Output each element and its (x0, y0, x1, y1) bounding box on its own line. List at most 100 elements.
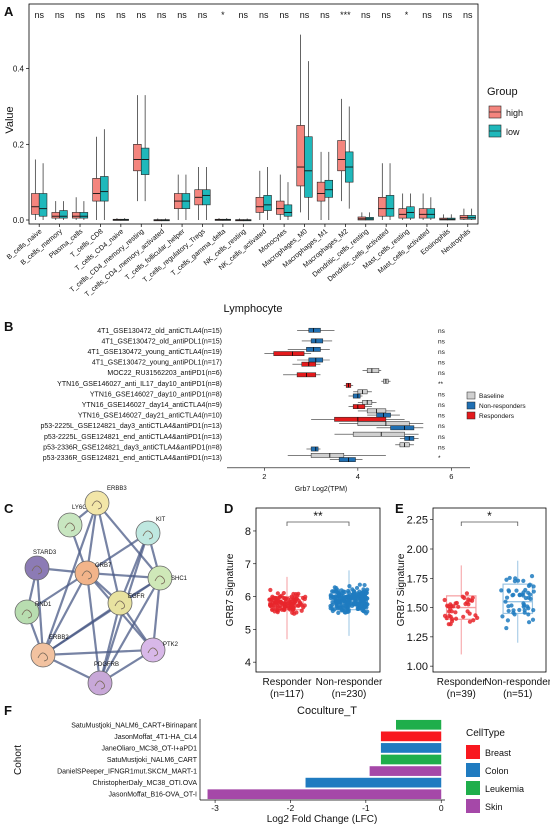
panel-a-box (324, 179, 333, 198)
panel-b-sig-label: ns (438, 338, 446, 345)
panel-b-box (366, 368, 380, 373)
panel-a-sig-label: ns (443, 10, 453, 20)
panel-d-point (363, 611, 369, 616)
panel-c-edge (42, 648, 154, 657)
panel-d-point (282, 607, 287, 613)
panel-d-point (286, 606, 292, 611)
panel-e-y-tick-label: 1.00 (407, 661, 428, 673)
panel-e-point (505, 618, 510, 623)
panel-a-sig-label: ns (320, 10, 330, 20)
panel-e-point (444, 616, 449, 621)
panel-a-significance: ns ns ns ns ns ns ns ns ns * ns ns ns ns ns *** ns ns * ns n… (34, 10, 473, 20)
panel-d-point (354, 585, 360, 591)
panel-e-point (460, 594, 465, 599)
panel-d-point (361, 592, 366, 597)
panel-e-point (442, 597, 447, 603)
panel-f-legend-swatch (466, 745, 480, 759)
panel-a-x-ticks: B_cells_naiveB_cells_memoryPlasma_cellsT… (6, 224, 472, 299)
panel-b-sig-label: ns (438, 413, 446, 420)
panel-a-legend-label: high (506, 108, 523, 118)
panel-d-y-tick-label: 4 (245, 657, 251, 669)
panel-b-row-label: YTN16_GSE146027_day10_antiPD1(n=8) (90, 391, 222, 398)
panel-c-node-structure-icon (31, 565, 42, 575)
panel-e-group-n: (n=39) (447, 689, 476, 700)
panel-a-y-tick-label: 0.4 (13, 65, 25, 74)
panel-a-box (283, 204, 293, 217)
panel-c-edge (95, 502, 122, 604)
panel-e-point (526, 620, 532, 625)
panel-b-box (352, 393, 361, 399)
panel-b: B 4T1_GSE130472_old_antiCTLA4(n=15) ns4T1… (4, 319, 526, 493)
panel-e-ylabel: GRB7 Signature (396, 553, 407, 626)
panel-d-point (361, 608, 366, 614)
panel-c-node-label: ERBB3 (107, 486, 127, 492)
panel-e-group-n: (n=51) (503, 689, 532, 700)
panel-b-row-label: MOC22_RU31562203_antiPD1(n=6) (107, 370, 222, 377)
panel-f-bar-label: JasonMoffat_B16-OVA_OT-I (109, 792, 198, 799)
panel-d-point (346, 588, 351, 594)
panel-a-sig-label: ns (75, 10, 85, 20)
panel-a-box (385, 195, 395, 217)
panel-d-y-tick-label: 8 (245, 526, 251, 538)
panel-b-legend-swatch (466, 411, 476, 420)
panel-e-y-tick-label: 1.50 (407, 603, 428, 615)
panel-c-node (107, 590, 133, 616)
panel-e-point (517, 593, 522, 598)
panel-d-point (364, 590, 369, 596)
panel-f-bar-label: SatuMustjoki_NALM6_CART (107, 757, 198, 764)
panel-e-point (464, 591, 470, 596)
panel-a-legend: high low (488, 105, 523, 138)
panel-b-row-label: 4T1_GSE130472_old_antiPDL1(n=15) (102, 338, 222, 345)
panel-d-y-tick-label: 6 (245, 592, 251, 604)
panel-d-point (351, 588, 356, 594)
panel-c-node-label: PDGFRB (94, 662, 119, 668)
panel-b-row-label: 4T1_GSE130472_young_antiCTLA4(n=19) (88, 349, 222, 356)
panel-b-row-label: p53-2336R_GSE124821_day3_antiCTLA4&antiP… (43, 444, 222, 451)
panel-c-node-structure-icon (91, 500, 102, 510)
panel-c-node (30, 642, 56, 668)
panel-a-sig-label: ns (136, 10, 146, 20)
panel-f-legend-label: Colon (485, 766, 509, 776)
panel-d-point (330, 589, 335, 594)
panel-f-plot: SatuMustjoki_NALM6_CART+Birinapant JasonM… (57, 719, 445, 813)
panel-f-bar-label: JasonMoffat_4T1-HA_CL4 (114, 734, 197, 741)
panel-e-point (528, 596, 533, 602)
panel-c-nodes: LY6G6F ERBB3 KIT STARD3 GRB7 EGFR SHC1 RND1 ERBB… (14, 486, 188, 696)
panel-e-point (531, 589, 536, 594)
panel-c-node (14, 599, 40, 625)
panel-a-sig-label: ns (300, 10, 310, 20)
panel-b-xlabel: Grb7 Log2(TPM) (295, 486, 348, 493)
panel-d-point (346, 593, 351, 598)
panel-f-bar (207, 789, 442, 800)
panel-e-point (500, 614, 505, 619)
panel-e-point (521, 593, 526, 598)
panel-c-node-structure-icon (37, 652, 48, 662)
panel-a-box (71, 212, 81, 219)
panel-e-y-tick-label: 2.00 (407, 544, 428, 556)
panel-a-box (426, 208, 436, 219)
panel-a-boxes (31, 34, 476, 222)
panel-a-sig-label: ns (279, 10, 289, 20)
panel-b-legend-swatch (466, 391, 476, 400)
panel-a-sig-label: ns (422, 10, 432, 20)
panel-b-row-label: YTN16_GSE146027_day21_antiCTLA4(n=10) (78, 413, 222, 420)
panel-c-edge (96, 502, 161, 579)
panel-d-group-n: (n=117) (270, 689, 304, 700)
panel-d-point (356, 601, 361, 607)
panel-a-box (316, 181, 326, 202)
panel-a-box (133, 144, 142, 172)
panel-e-point (451, 604, 456, 609)
panel-a-sig-label: ns (96, 10, 106, 20)
panel-a-box (140, 147, 150, 175)
panel-f-legend-label: Skin (485, 802, 503, 812)
panel-e-point (515, 578, 521, 583)
panel-e-point (467, 619, 473, 624)
panel-d-point (360, 597, 365, 602)
panel-f-legend-label: Leukemia (485, 784, 524, 794)
panel-a-sig-label: ns (34, 10, 44, 20)
panel-e-point (526, 612, 531, 617)
panel-c-node-structure-icon (147, 647, 158, 657)
panel-e-point (504, 577, 509, 582)
panel-f-legend-swatch (466, 763, 480, 777)
panel-e-point (503, 599, 508, 604)
